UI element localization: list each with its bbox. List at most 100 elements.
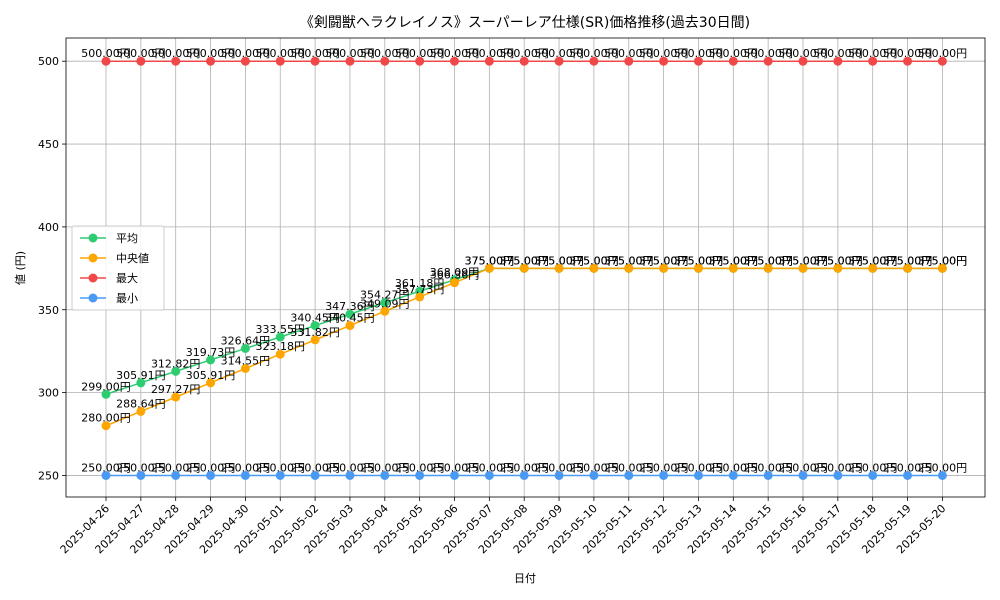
data-label: 340.45円 — [290, 312, 340, 325]
data-label: 500.00円 — [186, 47, 236, 60]
data-label: 250.00円 — [465, 461, 515, 474]
data-point — [624, 263, 634, 273]
data-label: 333.55円 — [256, 323, 306, 336]
data-label: 250.00円 — [674, 461, 724, 474]
data-label: 500.00円 — [465, 47, 515, 60]
data-point — [589, 470, 599, 480]
data-label: 375.00円 — [778, 254, 828, 267]
data-label: 375.00円 — [743, 254, 793, 267]
legend-label: 最大 — [116, 271, 138, 285]
data-point — [833, 470, 843, 480]
data-label: 500.00円 — [290, 47, 340, 60]
data-point — [136, 56, 146, 66]
data-label: 500.00円 — [813, 47, 863, 60]
legend-swatch-marker — [88, 273, 98, 283]
data-point — [206, 56, 216, 66]
plot-frame — [65, 37, 986, 498]
data-point — [659, 263, 669, 273]
data-label: 375.00円 — [604, 254, 654, 267]
data-label: 500.00円 — [778, 47, 828, 60]
legend-swatch-marker — [88, 293, 98, 303]
data-point — [659, 470, 669, 480]
data-point — [693, 470, 703, 480]
data-point — [833, 263, 843, 273]
data-label: 250.00円 — [81, 461, 131, 474]
data-label: 375.00円 — [709, 254, 759, 267]
data-point — [484, 470, 494, 480]
data-label: 500.00円 — [256, 47, 306, 60]
legend-box — [71, 225, 165, 311]
data-label: 250.00円 — [430, 461, 480, 474]
data-point — [275, 349, 285, 359]
data-point — [240, 363, 250, 373]
data-point — [868, 470, 878, 480]
data-label: 375.00円 — [569, 254, 619, 267]
y-tick-label: 400 — [38, 221, 59, 234]
data-point — [101, 56, 111, 66]
data-label: 500.00円 — [499, 47, 549, 60]
y-axis-label: 値 (円) — [14, 251, 27, 285]
data-label: 250.00円 — [290, 461, 340, 474]
data-label: 375.00円 — [604, 254, 654, 267]
data-point — [624, 470, 634, 480]
data-label: 250.00円 — [743, 461, 793, 474]
data-label: 375.00円 — [465, 254, 515, 267]
data-label: 250.00円 — [569, 461, 619, 474]
data-point — [101, 470, 111, 480]
chart-title: 《剣闘獣ヘラクレイノス》スーパーレア仕様(SR)価格推移(過去30日間) — [300, 15, 750, 31]
data-label: 500.00円 — [674, 47, 724, 60]
data-point — [798, 263, 808, 273]
data-label: 500.00円 — [430, 47, 480, 60]
data-point — [171, 366, 181, 376]
data-point — [275, 56, 285, 66]
series-layer — [101, 56, 947, 480]
data-point — [519, 470, 529, 480]
data-label: 500.00円 — [534, 47, 584, 60]
data-label: 375.00円 — [569, 254, 619, 267]
data-label: 368.09円 — [430, 266, 480, 279]
data-point — [937, 263, 947, 273]
data-label: 250.00円 — [778, 461, 828, 474]
data-label: 354.27円 — [360, 289, 410, 302]
data-label: 280.00円 — [81, 412, 131, 425]
data-label: 250.00円 — [256, 461, 306, 474]
data-point — [310, 321, 320, 331]
data-label: 500.00円 — [709, 47, 759, 60]
data-label: 375.00円 — [674, 254, 724, 267]
data-point — [345, 470, 355, 480]
data-label: 500.00円 — [221, 47, 271, 60]
data-point — [450, 56, 459, 66]
data-point — [345, 309, 355, 319]
data-point — [589, 263, 599, 273]
data-point — [903, 470, 913, 480]
data-point — [763, 470, 773, 480]
data-point — [380, 298, 390, 308]
data-point — [240, 343, 250, 353]
data-label: 340.45円 — [325, 312, 375, 325]
data-point — [415, 470, 425, 480]
data-label: 375.00円 — [918, 254, 968, 267]
data-point — [275, 470, 285, 480]
data-label: 500.00円 — [360, 47, 410, 60]
data-label: 375.00円 — [813, 254, 863, 267]
data-label: 250.00円 — [604, 461, 654, 474]
data-point — [380, 306, 390, 316]
data-label: 312.82円 — [151, 357, 201, 370]
y-tick-label: 450 — [38, 138, 59, 151]
data-point — [240, 470, 250, 480]
data-point — [519, 263, 529, 273]
data-point — [763, 263, 773, 273]
data-point — [136, 406, 146, 416]
data-label: 366.36円 — [430, 269, 480, 282]
data-point — [206, 470, 216, 480]
data-label: 375.00円 — [499, 254, 549, 267]
data-point — [136, 378, 146, 388]
data-point — [380, 56, 390, 66]
x-axis-label: 日付 — [514, 572, 536, 585]
data-point — [310, 335, 320, 345]
data-point — [101, 389, 111, 399]
data-label: 500.00円 — [116, 47, 166, 60]
data-point — [937, 470, 947, 480]
data-label: 250.00円 — [848, 461, 898, 474]
legend-label: 中央値 — [116, 252, 149, 265]
